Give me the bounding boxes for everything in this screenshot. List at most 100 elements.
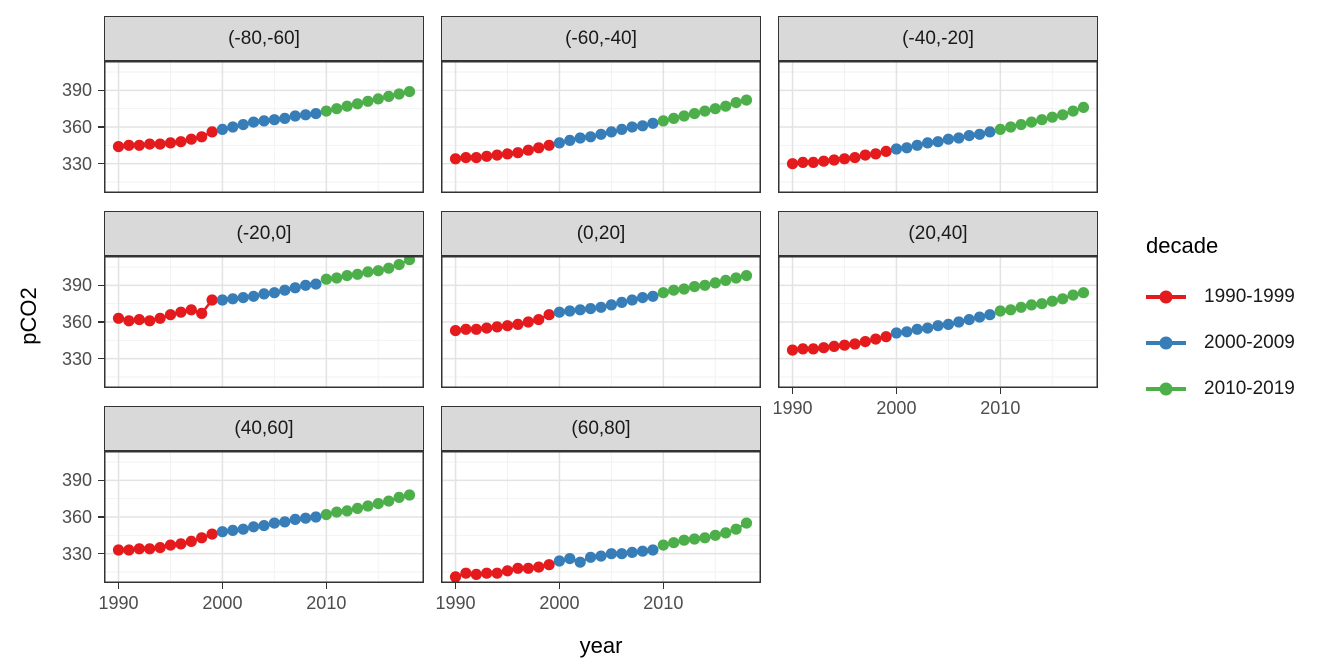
axis-tick-mark <box>221 583 224 589</box>
axis-tick-label: 330 <box>61 543 92 564</box>
legend-key-line-dot-icon <box>1146 382 1186 396</box>
axis-tick-mark <box>558 583 561 589</box>
axis-tick-mark <box>98 357 104 360</box>
facet-20-40: (20,40] <box>778 211 1098 388</box>
series-2010-2019 <box>994 101 1090 135</box>
panel-border <box>778 61 1098 193</box>
axis-tick-mark <box>98 479 104 482</box>
facet-strip: (0,20] <box>441 211 761 256</box>
facet-plot-area <box>104 451 424 583</box>
x-axis-title: year <box>579 633 623 658</box>
axis-tick-mark <box>98 126 104 128</box>
axis-tick-mark <box>454 583 457 589</box>
legend: decade 1990-1999 2000-2009 2010-2019 <box>1146 233 1295 423</box>
series-1990-1999 <box>112 294 218 327</box>
axis-tick-label: 360 <box>61 507 92 527</box>
facet-m40-m20: (-40,-20] <box>778 16 1098 193</box>
panel-border <box>778 256 1098 388</box>
axis-tick-mark <box>999 388 1002 394</box>
legend-key-line-dot-icon <box>1146 336 1186 350</box>
legend-title: decade <box>1146 233 1219 258</box>
legend-entry: 1990-1999 <box>1146 285 1295 309</box>
axis-tick-mark <box>98 284 104 287</box>
axis-tick-label: 360 <box>61 312 92 332</box>
axis-tick-label: 1990 <box>98 593 139 613</box>
axis-tick-label: 360 <box>61 117 92 137</box>
facet-60-80: (60,80] <box>441 406 761 583</box>
facet-strip-label: (-80,-60] <box>228 27 300 49</box>
facet-0-20: (0,20] <box>441 211 761 388</box>
axis-tick-mark <box>98 89 104 92</box>
series-2000-2009 <box>553 290 659 318</box>
panel-border <box>104 451 424 583</box>
series-2000-2009 <box>216 278 322 306</box>
axis-tick-label: 2000 <box>202 593 243 613</box>
legend-key-line-dot-icon <box>1146 290 1186 304</box>
facet-strip: (-60,-40] <box>441 16 761 61</box>
facet-strip-label: (0,20] <box>576 222 626 244</box>
facet-strip: (60,80] <box>441 406 761 451</box>
series-2000-2009 <box>216 108 322 135</box>
axis-tick-label: 330 <box>61 348 92 369</box>
panel-border <box>441 451 761 583</box>
facet-strip: (-20,0] <box>104 211 424 256</box>
axis-tick-mark <box>895 388 898 394</box>
series-1990-1999 <box>449 139 555 165</box>
facet-plot-area <box>104 256 424 388</box>
facet-m20-0: (-20,0] <box>104 211 424 388</box>
facet-strip-label: (60,80] <box>571 417 631 439</box>
facet-m80-m60: (-80,-60] <box>104 16 424 193</box>
axis-tick-mark <box>791 388 794 394</box>
facet-plot-area <box>778 256 1098 388</box>
axis-tick-label: 1990 <box>772 398 813 418</box>
legend-entry-label: 2010-2019 <box>1204 378 1295 399</box>
axis-tick-label: 1990 <box>435 593 476 613</box>
facet-strip-label: (-60,-40] <box>565 27 637 49</box>
facet-plot-area <box>441 61 761 193</box>
series-1990-1999 <box>786 331 892 356</box>
panel-grid <box>104 61 424 193</box>
series-1990-1999 <box>112 528 218 556</box>
series-2010-2019 <box>320 489 416 521</box>
series-1990-1999 <box>449 309 555 337</box>
series-2010-2019 <box>657 270 753 299</box>
axis-tick-mark <box>117 583 120 589</box>
series-2000-2009 <box>216 511 322 538</box>
axis-tick-label: 2000 <box>539 593 580 613</box>
series-2010-2019 <box>994 287 1090 317</box>
series-2000-2009 <box>553 117 659 149</box>
facet-plot-area <box>778 61 1098 193</box>
legend-entry: 2000-2009 <box>1146 331 1295 355</box>
panel-border <box>104 61 424 193</box>
axis-tick-label: 2010 <box>643 593 684 613</box>
series-1990-1999 <box>112 126 218 153</box>
series-2010-2019 <box>657 94 753 127</box>
facet-strip-label: (20,40] <box>908 222 968 244</box>
series-1990-1999 <box>786 145 892 170</box>
legend-entry-label: 2000-2009 <box>1204 332 1295 353</box>
facet-strip-label: (-20,0] <box>236 222 292 244</box>
y-axis-title: pCO2 <box>16 287 41 345</box>
facet-plot-area <box>441 256 761 388</box>
axis-tick-label: 390 <box>61 80 92 101</box>
axis-tick-mark <box>98 516 104 518</box>
series-2000-2009 <box>553 544 659 568</box>
facet-strip-label: (40,60] <box>234 417 294 439</box>
panel-border <box>441 256 761 388</box>
facet-m60-m40: (-60,-40] <box>441 16 761 193</box>
series-2000-2009 <box>890 126 996 155</box>
facet-strip: (-40,-20] <box>778 16 1098 61</box>
facet-strip: (40,60] <box>104 406 424 451</box>
axis-tick-mark <box>662 583 665 589</box>
series-2010-2019 <box>657 517 753 551</box>
axis-tick-mark <box>98 162 104 165</box>
series-2010-2019 <box>320 86 416 117</box>
legend-entry: 2010-2019 <box>1146 377 1295 401</box>
axis-tick-label: 2010 <box>306 593 347 613</box>
axis-tick-label: 2010 <box>980 398 1021 418</box>
axis-tick-label: 390 <box>61 275 92 296</box>
series-2000-2009 <box>890 309 996 339</box>
series-1990-1999 <box>449 559 555 583</box>
series-2010-2019 <box>320 256 416 285</box>
axis-tick-mark <box>98 552 104 555</box>
